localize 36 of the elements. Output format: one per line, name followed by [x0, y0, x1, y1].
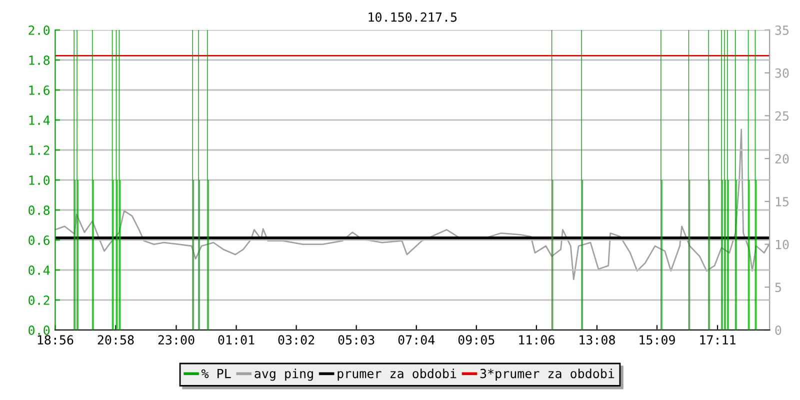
- y-tick-label: 1.6: [29, 86, 50, 95]
- y2-tick-label: 15: [776, 197, 789, 206]
- y-tick-label: 1.4: [29, 116, 50, 125]
- y-tick-label: 2.0: [28, 26, 50, 35]
- y-tick-label: 0.2: [28, 296, 50, 305]
- x-tick-label: 09:05: [458, 335, 494, 345]
- x-tick-label: 05:03: [338, 335, 374, 345]
- y2-tick-label: 20: [775, 154, 789, 164]
- x-tick-label: 11:06: [519, 335, 554, 345]
- legend-label: 3*prumer za obdobi: [480, 368, 614, 381]
- chart-title: 10.150.217.5: [368, 12, 457, 22]
- y-tick-label: 1.8: [29, 56, 50, 65]
- y-tick-label: 1.0: [29, 176, 50, 185]
- x-tick-label: 18:56: [38, 335, 74, 345]
- y-tick-label: 0.4: [28, 266, 50, 275]
- x-tick-label: 03:02: [278, 335, 314, 345]
- y-tick-label: 0.8: [28, 206, 50, 215]
- x-tick-label: 01:01: [218, 335, 254, 345]
- x-tick-label: 07:04: [398, 335, 435, 345]
- y2-tick-label: 10: [776, 240, 789, 250]
- y-tick-label: 1.2: [29, 146, 50, 155]
- y2-tick-label: 0: [775, 326, 782, 335]
- x-tick-label: 13:08: [580, 335, 615, 345]
- y2-tick-label: 25: [775, 111, 789, 121]
- y-tick-label: 0.0: [28, 326, 50, 335]
- legend-label: % PL: [201, 368, 231, 378]
- y2-tick-label: 5: [775, 282, 781, 292]
- x-tick-label: 20:58: [98, 335, 134, 345]
- x-tick-label: 17:11: [700, 335, 736, 344]
- legend-label: prumer za obdobi: [338, 368, 456, 381]
- x-tick-label: 15:09: [640, 335, 675, 345]
- y-tick-label: 0.6: [28, 236, 50, 245]
- y2-tick-label: 30: [775, 68, 789, 78]
- y2-tick-label: 35: [775, 26, 789, 35]
- x-tick-label: 23:00: [158, 335, 194, 345]
- legend-label: avg ping: [254, 368, 313, 381]
